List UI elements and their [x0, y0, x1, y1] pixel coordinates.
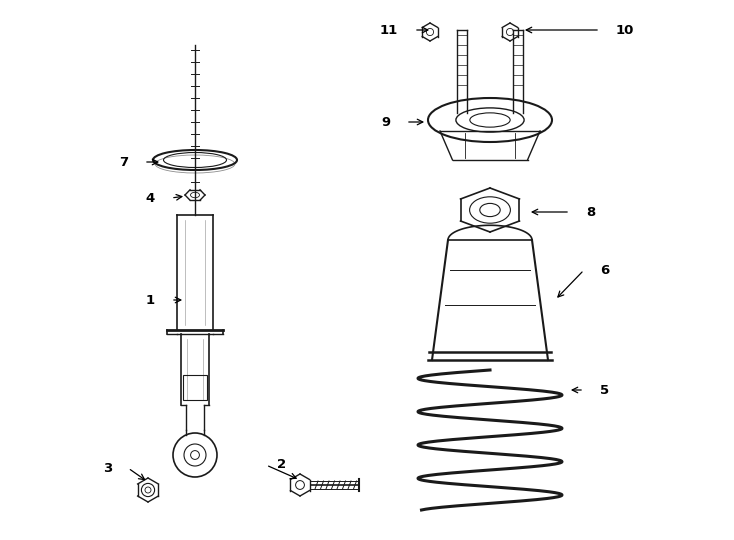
Text: 1: 1 [146, 294, 155, 307]
Text: 5: 5 [600, 383, 609, 396]
Text: 8: 8 [586, 206, 595, 219]
Text: 9: 9 [381, 116, 390, 129]
Text: 2: 2 [277, 458, 286, 471]
Text: 10: 10 [616, 24, 634, 37]
Text: 7: 7 [119, 156, 128, 168]
Text: 6: 6 [600, 264, 609, 276]
Text: 4: 4 [146, 192, 155, 205]
Text: 3: 3 [103, 462, 112, 475]
Text: 11: 11 [379, 24, 398, 37]
